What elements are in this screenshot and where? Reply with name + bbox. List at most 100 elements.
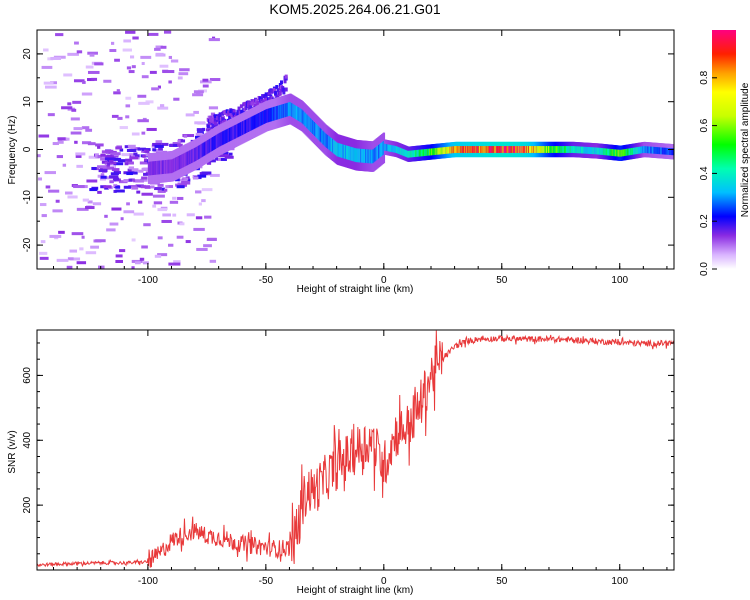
spectrogram-noise-cell [50, 56, 62, 60]
spectrogram-noise-cell [125, 104, 131, 108]
spectrogram-noise-cell [126, 172, 133, 176]
snr-panel: -100 -50 0 50 100 200 400 600 Height of straigh… [7, 329, 675, 596]
spectrogram-branch-cell [209, 115, 213, 120]
spectrogram-noise-cell [159, 64, 169, 68]
spectrogram-noise-cell [121, 153, 133, 157]
spectrogram-noise-cell [204, 215, 212, 219]
spectrogram-branch-cell [250, 99, 254, 104]
spectrogram-noise-cell [67, 195, 78, 199]
spectrogram-noise-cell [141, 192, 153, 196]
colorbar-tick-label: 0.6 [699, 118, 710, 132]
spectrogram-noise-cell [106, 154, 113, 158]
spectrogram-noise-cell [163, 30, 172, 34]
spectrogram-noise-cell [128, 70, 135, 74]
spectrogram-noise-cell [108, 160, 114, 164]
spectrogram-noise-cell [167, 185, 174, 189]
spectrogram-noise-cell [128, 178, 133, 182]
spectrogram-branch-cell [272, 87, 276, 92]
spectrogram-noise-cell [117, 116, 123, 120]
spectrogram-noise-cell [81, 235, 85, 239]
spectrogram-noise-cell [162, 70, 175, 74]
spectrogram-noise-cell [219, 157, 227, 161]
spectrogram-noise-cell [111, 207, 122, 211]
spectrogram-noise-cell [52, 142, 59, 146]
spectrogram-noise-cell [115, 146, 123, 150]
spectrogram-noise-cell [57, 140, 64, 144]
spectrogram-noise-cell [70, 257, 81, 261]
spectrogram-noise-cell [152, 142, 162, 146]
spectrogram-noise-cell [110, 172, 119, 176]
spectrogram-noise-cell [111, 168, 120, 172]
spectrogram-noise-cell [109, 49, 117, 53]
spectrogram-noise-cell [56, 258, 69, 262]
spectrogram-noise-cell [205, 128, 211, 132]
spectrogram-branch-cell [282, 90, 286, 95]
spectrogram-noise-cell [123, 185, 131, 189]
spectrogram-noise-cell [82, 80, 86, 84]
spectrogram-branch-cell [211, 124, 215, 129]
spectrogram-noise-cell [206, 237, 217, 241]
spectrogram-noise-cell [65, 191, 73, 195]
spectrogram-noise-cell [97, 190, 102, 194]
spectrogram-noise-cell [128, 185, 137, 189]
spectrogram-noise-cell [131, 132, 140, 136]
spectrogram-noise-cell [154, 254, 162, 258]
spectrogram-noise-cell [152, 204, 157, 208]
spectrogram-noise-cell [62, 137, 70, 141]
spectrogram-noise-cell [116, 89, 120, 93]
spectrogram-noise-cell [73, 127, 83, 131]
spectrogram-noise-cell [127, 161, 134, 165]
spectrogram-noise-cell [165, 185, 169, 189]
spectrogram-noise-cell [109, 180, 114, 184]
spectrogram-noise-cell [185, 113, 195, 117]
spectrogram-xtick-label: 0 [381, 275, 387, 286]
spectrogram-ridge-cell [672, 148, 674, 156]
spectrogram-noise-cell [169, 143, 179, 147]
spectrogram-noise-cell [138, 169, 144, 173]
spectrogram-noise-cell [75, 154, 82, 158]
spectrogram-noise-cell [178, 72, 189, 76]
spectrogram-noise-cell [79, 247, 84, 251]
spectrogram-noise-cell [113, 157, 122, 161]
spectrogram-noise-cell [202, 78, 209, 82]
spectrogram-noise-cell [122, 48, 132, 52]
spectrogram-noise-cell [180, 139, 186, 143]
spectrogram-noise-cell [120, 217, 124, 221]
spectrogram-noise-cell [101, 150, 108, 154]
snr-xtick-label: 0 [381, 576, 387, 587]
spectrogram-noise-cell [97, 155, 102, 159]
spectrogram-noise-cell [210, 112, 216, 116]
spectrogram-noise-cell [88, 155, 100, 159]
spectrogram-noise-cell [141, 131, 146, 135]
spectrogram-noise-cell [159, 104, 165, 108]
spectrogram-noise-cell [74, 41, 79, 45]
spectrogram-noise-cell [201, 188, 213, 192]
spectrogram-noise-cell [131, 238, 136, 242]
spectrogram-noise-cell [52, 209, 63, 213]
spectrogram-noise-cell [132, 36, 139, 40]
spectrogram-branch-cell [275, 85, 279, 90]
spectrogram-noise-cell [131, 65, 136, 69]
spectrogram-noise-cell [103, 79, 112, 83]
spectrogram-noise-cell [98, 169, 108, 173]
spectrogram-noise-cell [126, 149, 137, 153]
spectrogram-noise-cell [56, 155, 63, 159]
spectrogram-noise-cell [115, 189, 125, 193]
spectrogram-branch-cell [239, 104, 243, 109]
spectrogram-noise-cell [40, 240, 46, 244]
spectrogram-noise-cell [131, 186, 139, 190]
spectrogram-noise-cell [161, 187, 165, 191]
spectrogram-noise-cell [94, 62, 104, 66]
spectrogram-noise-cell [105, 165, 110, 169]
spectrogram-noise-cell [37, 154, 41, 158]
spectrogram-noise-cell [133, 152, 138, 156]
spectrogram-noise-cell [177, 143, 183, 147]
spectrogram-noise-cell [112, 178, 117, 182]
spectrogram-noise-cell [214, 157, 219, 161]
spectrogram-noise-cell [105, 149, 114, 153]
spectrogram-noise-cell [168, 55, 173, 59]
spectrogram-marks [37, 30, 674, 269]
spectrogram-branch-cell [278, 91, 282, 96]
